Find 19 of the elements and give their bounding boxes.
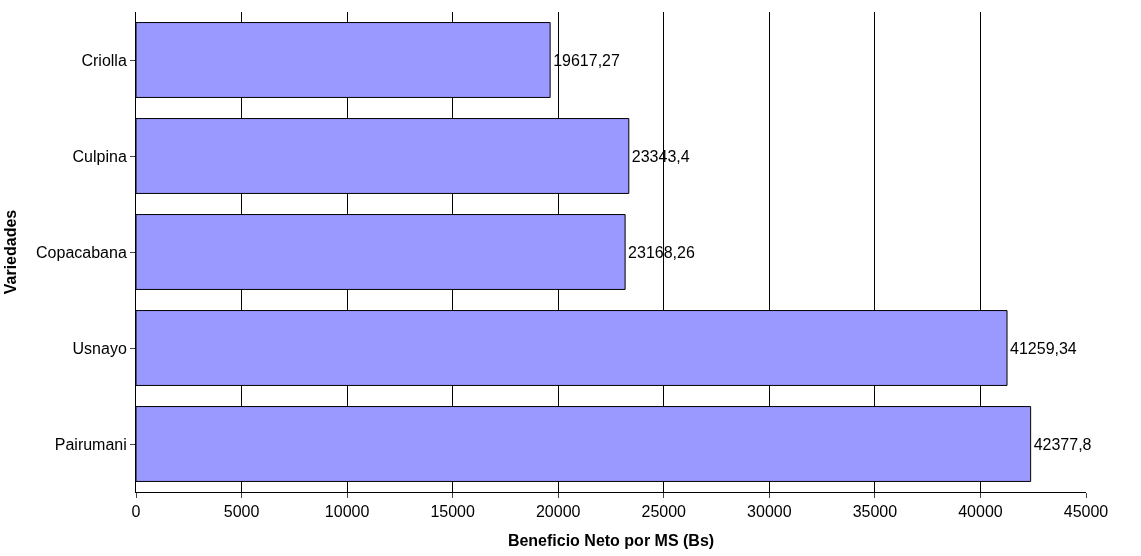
y-tick-label: Usnayo bbox=[72, 339, 127, 357]
y-tick-label: Copacabana bbox=[36, 243, 127, 261]
y-tick-label: Culpina bbox=[72, 147, 127, 165]
x-axis-title: Beneficio Neto por MS (Bs) bbox=[507, 531, 715, 549]
x-tick-label: 25000 bbox=[641, 503, 687, 521]
x-tick-label: 15000 bbox=[430, 503, 476, 521]
y-axis-title: Variedades bbox=[1, 209, 19, 295]
y-tick-label: Criolla bbox=[81, 51, 127, 69]
y-tick-label: Pairumani bbox=[54, 435, 127, 453]
x-tick-label: 40000 bbox=[958, 503, 1003, 521]
x-tick-label: 0 bbox=[131, 503, 141, 521]
x-tick-label: 5000 bbox=[223, 503, 260, 521]
x-tick-label: 30000 bbox=[747, 503, 792, 521]
x-tick-label: 45000 bbox=[1063, 503, 1109, 521]
x-tick-label: 35000 bbox=[852, 503, 898, 521]
x-tick-label: 20000 bbox=[535, 503, 581, 521]
data-label: 42377,8 bbox=[1033, 435, 1092, 453]
x-tick-label: 10000 bbox=[324, 503, 370, 521]
data-label: 41259,34 bbox=[1010, 339, 1077, 357]
